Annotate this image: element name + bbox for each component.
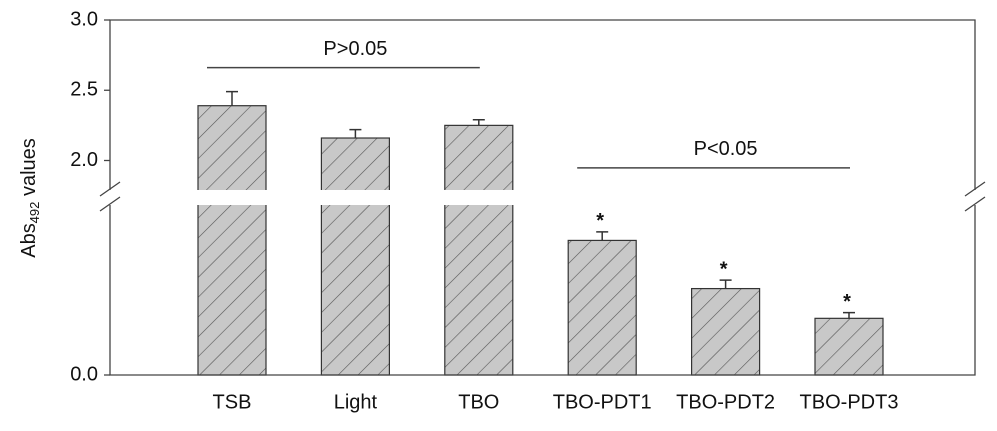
- bar: [567, 239, 637, 376]
- y-tick-label: 2.5: [70, 79, 98, 101]
- x-tick-label: TBO: [458, 391, 499, 413]
- error-bar: [719, 279, 732, 289]
- bar: [690, 287, 761, 376]
- bar: [320, 137, 390, 376]
- y-tick-label: 0.0: [70, 363, 98, 385]
- significance-star: *: [843, 291, 851, 313]
- error-bar: [472, 119, 485, 126]
- axis-break-mark: [964, 181, 986, 212]
- x-tick-label: TBO-PDT1: [553, 391, 652, 413]
- bracket-label: P>0.05: [323, 38, 387, 60]
- axis-break-mark: [99, 181, 121, 212]
- bracket-label: P<0.05: [694, 138, 758, 160]
- axis-break-gap: [90, 190, 995, 205]
- error-bar: [843, 311, 855, 319]
- x-tick-label: Light: [334, 391, 378, 413]
- x-tick-label: TBO-PDT3: [800, 391, 899, 413]
- axis-frame: [109, 19, 976, 376]
- x-tick-label: TBO-PDT2: [676, 391, 775, 413]
- y-tick-label: 2.0: [70, 149, 98, 171]
- y-tick-label: 3.0: [70, 8, 98, 30]
- bar: [814, 317, 884, 376]
- bar: [444, 124, 514, 376]
- significance-star: *: [596, 210, 604, 232]
- bar: [197, 105, 267, 376]
- x-tick-label: TSB: [213, 391, 252, 413]
- significance-star: *: [720, 258, 728, 280]
- error-bar: [596, 231, 609, 241]
- error-bar: [226, 90, 238, 106]
- error-bar: [349, 128, 362, 139]
- y-axis-label: Abs492 values: [18, 138, 42, 258]
